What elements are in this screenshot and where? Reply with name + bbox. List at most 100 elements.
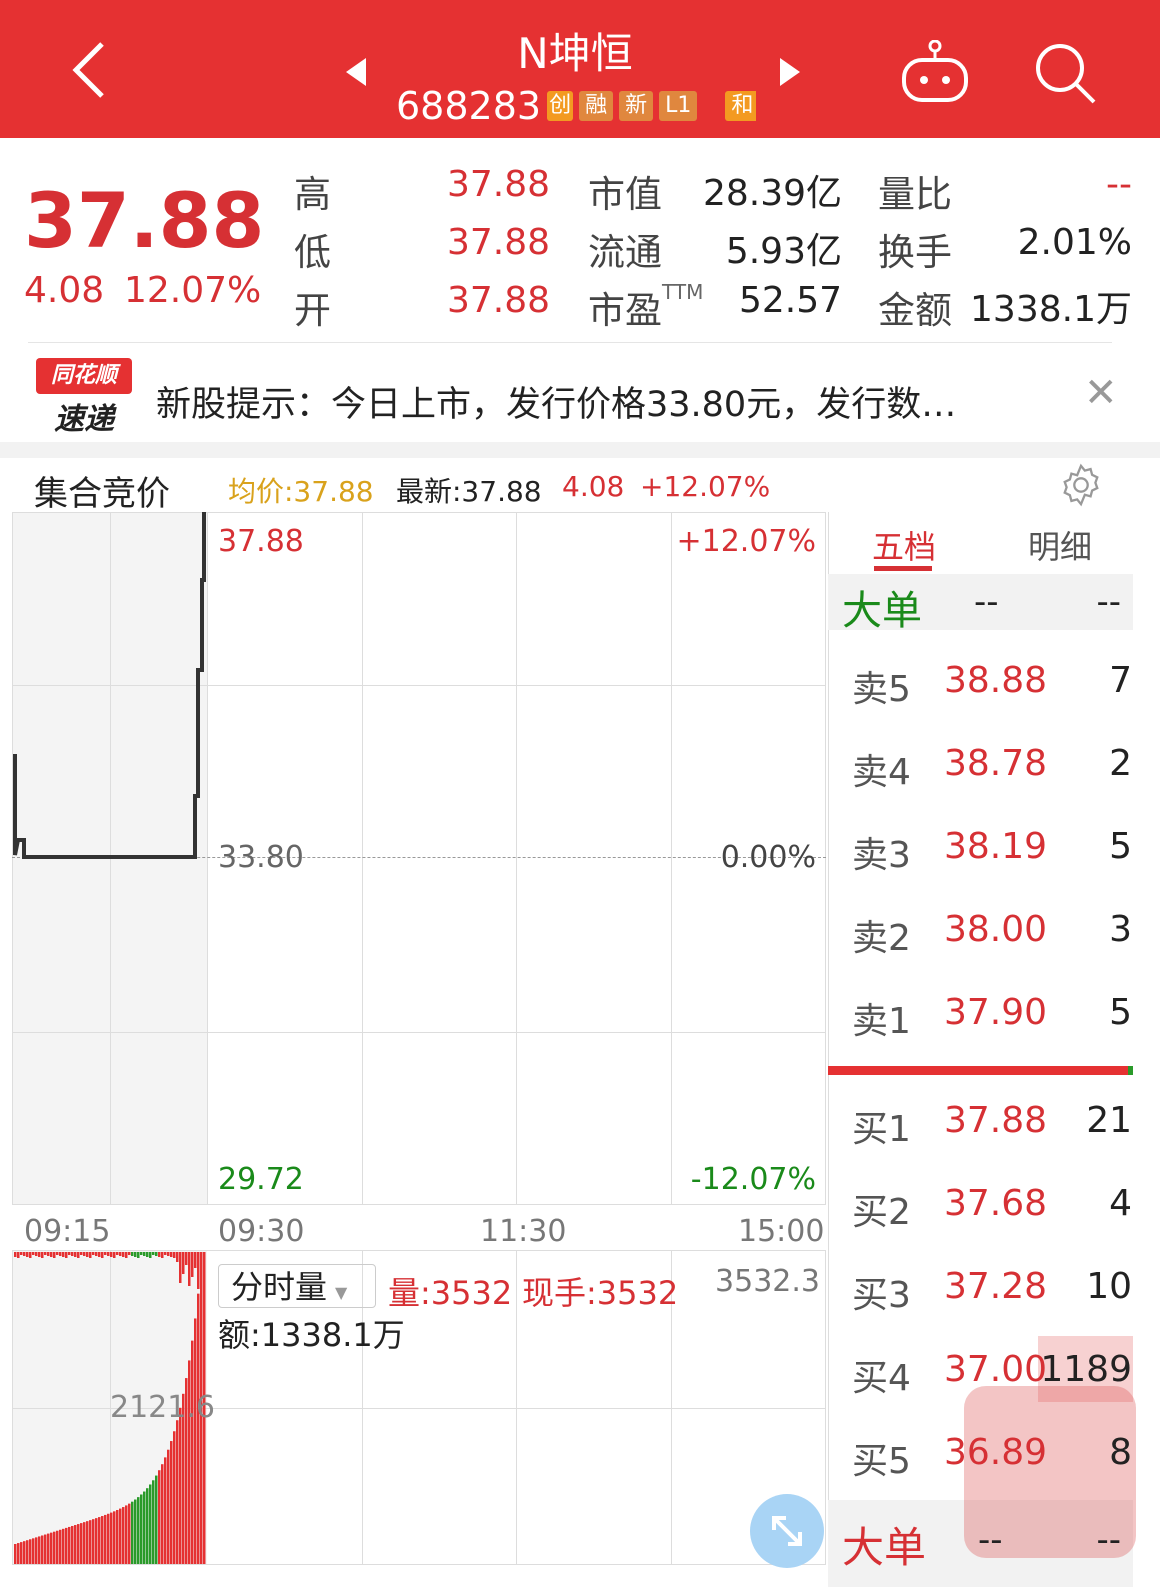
- price-line: [13, 512, 206, 859]
- prev-stock-icon[interactable]: [344, 56, 368, 88]
- level-volume: 7: [1109, 660, 1132, 701]
- auction-unmatched-bar: [23, 1252, 26, 1256]
- level-label: 卖2: [852, 918, 911, 959]
- level-price: 37.68: [944, 1183, 1048, 1224]
- volume-bar: [107, 1513, 110, 1564]
- auction-unmatched-bar: [59, 1252, 62, 1256]
- mid-pct-label: 0.00%: [720, 840, 816, 875]
- tab-detail[interactable]: 明细: [1028, 528, 1093, 566]
- settings-gear-icon[interactable]: [1058, 462, 1104, 508]
- volume-bar: [128, 1503, 131, 1564]
- time-label: 09:30: [218, 1214, 305, 1249]
- auction-unmatched-bar: [32, 1252, 35, 1255]
- auction-unmatched-bar: [86, 1252, 89, 1257]
- auction-unmatched-bar: [41, 1252, 44, 1258]
- volume-bar: [44, 1534, 47, 1564]
- level-label: 卖4: [852, 752, 911, 793]
- stock-name: N坤恒: [517, 29, 633, 78]
- close-icon[interactable]: ✕: [1084, 370, 1118, 416]
- volume-bar: [146, 1488, 149, 1564]
- auction-unmatched-bar: [113, 1252, 116, 1258]
- stat-label: 量比: [878, 173, 952, 216]
- bid-row[interactable]: 买5 36.89 8: [852, 1432, 1132, 1492]
- volume-bars: [14, 1252, 206, 1564]
- volume-bar: [113, 1511, 116, 1564]
- auction-unmatched-bar: [68, 1252, 71, 1255]
- level-label: 买2: [852, 1192, 911, 1233]
- auction-unmatched-bar: [155, 1252, 158, 1256]
- auction-unmatched-bar: [83, 1252, 86, 1256]
- auction-unmatched-bar: [89, 1252, 92, 1258]
- stat-label: 开: [294, 289, 331, 332]
- auction-unmatched-bar: [173, 1252, 176, 1258]
- time-label: 15:00: [738, 1214, 825, 1249]
- price-chart[interactable]: [12, 512, 826, 1205]
- auction-unmatched-bar: [47, 1252, 50, 1256]
- next-stock-icon[interactable]: [778, 56, 802, 88]
- ask-row[interactable]: 卖1 37.90 5: [852, 992, 1132, 1052]
- tab-five-levels[interactable]: 五档: [872, 528, 937, 566]
- volume-bar: [152, 1480, 155, 1564]
- volume-bar: [158, 1470, 161, 1564]
- ask-row[interactable]: 卖3 38.19 5: [852, 826, 1132, 886]
- ask-row[interactable]: 卖4 38.78 2: [852, 743, 1132, 803]
- volume-selector[interactable]: 分时量 ▼: [218, 1264, 376, 1308]
- bid-row[interactable]: 买4 37.00 1189: [852, 1349, 1132, 1409]
- stat-label: 低: [294, 231, 331, 274]
- bid-row[interactable]: 买1 37.88 21: [852, 1100, 1132, 1160]
- volume-bar: [50, 1532, 53, 1564]
- auction-unmatched-bar: [14, 1252, 17, 1257]
- bid-row[interactable]: 买3 37.28 10: [852, 1266, 1132, 1326]
- change-pct: 12.07%: [124, 270, 262, 311]
- auction-unmatched-bar: [26, 1252, 29, 1257]
- bid-ask-ratio-bar: [828, 1066, 1128, 1075]
- volume-bar: [149, 1484, 152, 1564]
- auction-unmatched-bar: [152, 1252, 155, 1255]
- news-text[interactable]: 新股提示：今日上市，发行价格33.80元，发行数…: [156, 385, 957, 425]
- big-order-value: --: [1096, 582, 1121, 622]
- stat-value: 52.57: [738, 280, 842, 321]
- level-label: 买5: [852, 1441, 911, 1482]
- tag: 融: [579, 91, 614, 121]
- bottom-price-label: 29.72: [218, 1162, 304, 1197]
- volume-bar: [188, 1360, 191, 1564]
- bid-ask-ratio-bar-green: [1128, 1066, 1133, 1075]
- stat-value: 37.88: [446, 164, 550, 205]
- big-order-label: 大单: [842, 588, 922, 634]
- ask-row[interactable]: 卖5 38.88 7: [852, 660, 1132, 720]
- chevron-down-icon: ▼: [335, 1283, 348, 1302]
- search-icon[interactable]: [1032, 40, 1098, 106]
- volume-bar: [122, 1507, 125, 1564]
- robot-icon[interactable]: [900, 40, 970, 104]
- back-icon[interactable]: [68, 40, 108, 100]
- auction-unmatched-bar: [122, 1252, 125, 1257]
- volume-chart[interactable]: [12, 1250, 826, 1565]
- last-price: 37.88: [24, 176, 265, 265]
- auction-unmatched-bar: [179, 1252, 182, 1283]
- latest-price: 最新:37.88: [396, 475, 542, 508]
- level-volume: 8: [1109, 1432, 1132, 1473]
- auction-unmatched-bar: [116, 1252, 119, 1255]
- ask-row[interactable]: 卖2 38.00 3: [852, 909, 1132, 969]
- auction-unmatched-bar: [140, 1252, 143, 1255]
- volume-bar: [59, 1529, 62, 1564]
- current-hand: 现手:3532: [522, 1274, 679, 1312]
- volume-bar: [155, 1475, 158, 1564]
- volume-bar: [104, 1514, 107, 1564]
- bid-row[interactable]: 买2 37.68 4: [852, 1183, 1132, 1243]
- mid-price-label: 33.80: [218, 840, 304, 875]
- expand-icon[interactable]: [750, 1494, 824, 1568]
- auction-unmatched-bar: [62, 1252, 65, 1257]
- level-label: 买1: [852, 1109, 911, 1150]
- volume-bar: [98, 1517, 101, 1564]
- section-gap: [0, 442, 1160, 458]
- stat-value: 2.01%: [1017, 222, 1132, 263]
- amount: 额:1338.1万: [218, 1316, 405, 1354]
- volume-bar: [134, 1499, 137, 1564]
- volume-bar: [29, 1539, 32, 1564]
- level-price: 38.00: [944, 909, 1048, 950]
- auction-unmatched-bar: [125, 1252, 128, 1258]
- volume-bar: [68, 1526, 71, 1564]
- level-price: 38.19: [944, 826, 1048, 867]
- auction-unmatched-bar: [203, 1252, 206, 1271]
